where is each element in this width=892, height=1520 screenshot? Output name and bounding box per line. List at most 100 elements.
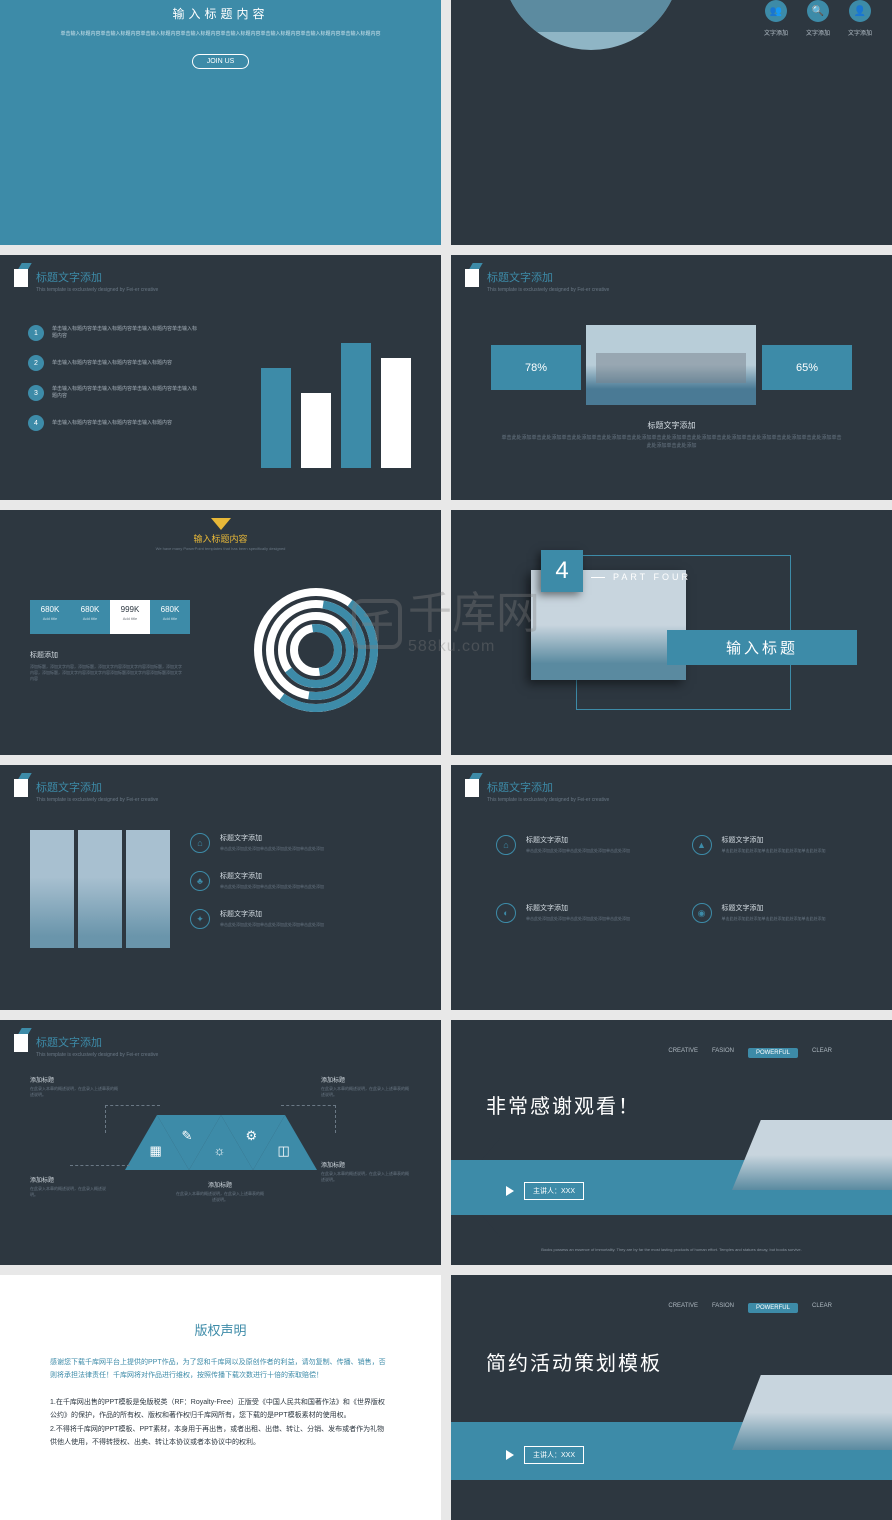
item-icon: ✦ bbox=[190, 909, 210, 929]
slide5-sub: We have many PowerPoint templates that h… bbox=[0, 546, 441, 551]
triangle-icon: ◫ bbox=[278, 1143, 290, 1159]
dash-line bbox=[70, 1165, 130, 1166]
item-icon: ▲ bbox=[692, 835, 712, 855]
tag[interactable]: POWERFUL bbox=[748, 1303, 798, 1313]
play-icon bbox=[506, 1450, 514, 1460]
stat-box: 680KAdd title bbox=[70, 600, 110, 634]
slide-6: 4 PART FOUR 输入标题 bbox=[451, 510, 892, 755]
icon-grid: ⌂标题文字添加单击此处添加此处添加单击此处添加此处添加单击此处添加▲标题文字添加… bbox=[496, 835, 847, 941]
hero-circle-image bbox=[501, 0, 681, 50]
label-bc: 添加标题在此录入本章的概述说明，在此录入上述章表的概述说明。 bbox=[175, 1180, 265, 1202]
quote-text: Books possess an essence of immortality.… bbox=[511, 1247, 832, 1253]
item-icon: ◐ bbox=[496, 903, 516, 923]
mid-desc: 单击此处添加单击此处添加单击此处添加单击此处添加单击此处添加单击此处添加单击此处… bbox=[501, 435, 842, 450]
icon-row: 👥文字添加 🔍文字添加 👤文字添加 bbox=[764, 0, 872, 37]
grid-item: ◉标题文字添加单击此处添加此处添加单击此处添加此处添加单击此处添加 bbox=[692, 903, 848, 923]
label-br: 添加标题在此录入本章的概述说明，在此录入上述章表的概述说明。 bbox=[321, 1160, 411, 1182]
list-item: ⌂标题文字添加单击此处添加此处添加单击此处添加此处添加单击此处添加 bbox=[190, 833, 415, 853]
tag-row: CREATIVE FASION POWERFUL CLEAR bbox=[668, 1048, 832, 1058]
triangle-row: ▦✎☼⚙◫ bbox=[141, 1115, 301, 1170]
numbered-list: 1单击输入标题内容单击输入标题内容单击输入标题内容单击输入标题内容 2单击输入标… bbox=[28, 325, 198, 445]
list-item: 1单击输入标题内容单击输入标题内容单击输入标题内容单击输入标题内容 bbox=[28, 325, 198, 341]
grid-item: ▲标题文字添加单击此处添加此处添加单击此处添加此处添加单击此处添加 bbox=[692, 835, 848, 855]
tag[interactable]: FASION bbox=[712, 1048, 734, 1058]
slide1-title: 输入标题内容 bbox=[0, 5, 441, 22]
section-title: 输入标题 bbox=[667, 630, 857, 665]
tag[interactable]: CLEAR bbox=[812, 1048, 832, 1058]
item-icon: ♣ bbox=[190, 871, 210, 891]
slide-11: 版权声明 感谢您下载千库网平台上提供的PPT作品，为了您和千库网以及原创作者的利… bbox=[0, 1275, 441, 1520]
band-photo bbox=[732, 1375, 892, 1450]
dash-line bbox=[105, 1105, 160, 1133]
slide-header: 标题文字添加This template is exclusively desig… bbox=[14, 779, 158, 803]
tag[interactable]: CREATIVE bbox=[668, 1048, 698, 1058]
copyright-p2: 1.在千库网出售的PPT模板是免版税类（RF：Royalty-Free）正版受《… bbox=[50, 1396, 391, 1449]
tag-row: CREATIVE FASION POWERFUL CLEAR bbox=[668, 1303, 832, 1313]
stat-box: 999KAdd title bbox=[110, 600, 150, 634]
slide-12: CREATIVEFASIONPOWERFULCLEAR 简约活动策划模板 主讲人… bbox=[451, 1275, 892, 1520]
slide-9: 标题文字添加This template is exclusively desig… bbox=[0, 1020, 441, 1265]
list-item: ✦标题文字添加单击此处添加此处添加单击此处添加此处添加单击此处添加 bbox=[190, 909, 415, 929]
logo-icon bbox=[465, 269, 479, 287]
slide-7: 标题文字添加This template is exclusively desig… bbox=[0, 765, 441, 1010]
bar-chart bbox=[261, 343, 411, 468]
presenter: 主讲人：XXX bbox=[506, 1446, 584, 1464]
center-image bbox=[586, 325, 756, 405]
join-button[interactable]: JOIN US bbox=[192, 54, 250, 69]
section-number: 4 bbox=[541, 550, 583, 592]
bar bbox=[301, 393, 331, 468]
user-icon: 👤 bbox=[849, 0, 871, 22]
group-icon: 👥 bbox=[765, 0, 787, 22]
dash-line bbox=[281, 1105, 336, 1133]
stat-box: 680KAdd title bbox=[30, 600, 70, 634]
bar bbox=[261, 368, 291, 468]
percent-left: 78% bbox=[491, 345, 581, 390]
icon-item: 🔍文字添加 bbox=[806, 0, 830, 37]
slide-header: 标题文字添加This template is exclusively desig… bbox=[14, 1034, 158, 1058]
icon-item: 👤文字添加 bbox=[848, 0, 872, 37]
icon-item: 👥文字添加 bbox=[764, 0, 788, 37]
list-item: 4单击输入标题内容单击输入标题内容单击输入标题内容 bbox=[28, 415, 198, 431]
logo-icon bbox=[14, 1034, 28, 1052]
donut-chart bbox=[251, 585, 381, 715]
slide5-title: 输入标题内容 bbox=[0, 532, 441, 545]
logo-icon bbox=[465, 779, 479, 797]
grid-item: ◐标题文字添加单击此处添加此处添加单击此处添加此处添加单击此处添加 bbox=[496, 903, 652, 923]
logo-icon bbox=[14, 779, 28, 797]
slide-1: 输入标题内容 单击输入标题内容单击输入标题内容单击输入标题内容单击输入标题内容单… bbox=[0, 0, 441, 245]
slide-header: 标题文字添加This template is exclusively desig… bbox=[465, 779, 609, 803]
slide1-desc: 单击输入标题内容单击输入标题内容单击输入标题内容单击输入标题内容单击输入标题内容… bbox=[30, 30, 411, 38]
picture-strips bbox=[30, 830, 170, 948]
part-label: PART FOUR bbox=[591, 572, 691, 582]
thanks-text: 非常感谢观看！ bbox=[486, 1090, 640, 1119]
search-icon: 🔍 bbox=[807, 0, 829, 22]
slide-4: 标题文字添加This template is exclusively desig… bbox=[451, 255, 892, 500]
tag[interactable]: CREATIVE bbox=[668, 1303, 698, 1313]
presenter: 主讲人：XXX bbox=[506, 1182, 584, 1200]
item-icon: ⌂ bbox=[190, 833, 210, 853]
slide-2: 👥文字添加 🔍文字添加 👤文字添加 bbox=[451, 0, 892, 245]
item-icon: ◉ bbox=[692, 903, 712, 923]
bar bbox=[381, 358, 411, 468]
percent-right: 65% bbox=[762, 345, 852, 390]
tag[interactable]: FASION bbox=[712, 1303, 734, 1313]
tag[interactable]: CLEAR bbox=[812, 1303, 832, 1313]
stat-box: 680KAdd title bbox=[150, 600, 190, 634]
label-tl: 添加标题在此录入本章的概述说明，在此录入上述章表的概述说明。 bbox=[30, 1075, 120, 1097]
slide-header: 标题文字添加This template is exclusively desig… bbox=[465, 269, 609, 293]
copyright-p1: 感谢您下载千库网平台上提供的PPT作品，为了您和千库网以及原创作者的利益，请勿复… bbox=[50, 1357, 391, 1382]
logo-icon bbox=[14, 269, 28, 287]
play-icon bbox=[506, 1186, 514, 1196]
slide-3: 标题文字添加This template is exclusively desig… bbox=[0, 255, 441, 500]
slide-grid: 输入标题内容 单击输入标题内容单击输入标题内容单击输入标题内容单击输入标题内容单… bbox=[0, 0, 892, 1520]
list-item: 3单击输入标题内容单击输入标题内容单击输入标题内容单击输入标题内容 bbox=[28, 385, 198, 401]
triangle-marker-icon bbox=[211, 518, 231, 530]
tag[interactable]: POWERFUL bbox=[748, 1048, 798, 1058]
slide-10: CREATIVE FASION POWERFUL CLEAR 非常感谢观看！ 主讲人：… bbox=[451, 1020, 892, 1265]
slide-5: 输入标题内容 We have many PowerPoint templates… bbox=[0, 510, 441, 755]
list-item: 2单击输入标题内容单击输入标题内容单击输入标题内容 bbox=[28, 355, 198, 371]
list-item: ♣标题文字添加单击此处添加此处添加单击此处添加此处添加单击此处添加 bbox=[190, 871, 415, 891]
label-bl: 添加标题在此录入本章的概述说明，在此录入概述说明。 bbox=[30, 1175, 110, 1197]
bar bbox=[341, 343, 371, 468]
label-tr: 添加标题在此录入本章的概述说明，在此录入上述章表的概述说明。 bbox=[321, 1075, 411, 1097]
